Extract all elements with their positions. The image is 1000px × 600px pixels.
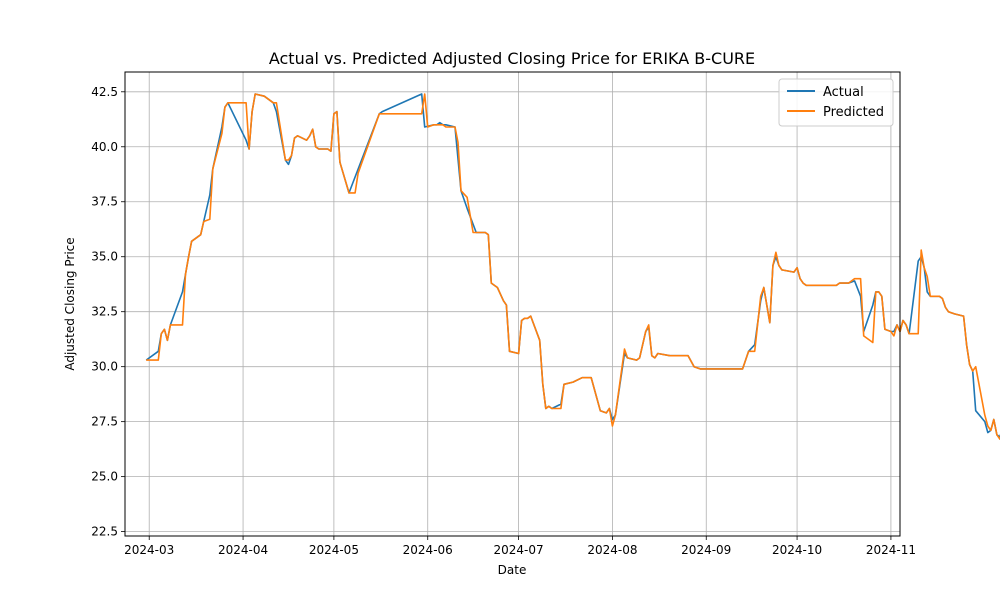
- series-line-predicted: [146, 93, 1000, 441]
- x-tick-label: 2024-04: [218, 543, 268, 557]
- series-layer: [145, 93, 1000, 441]
- y-tick-label: 25.0: [91, 470, 118, 484]
- y-tick-label: 35.0: [91, 250, 118, 264]
- y-axis-label: Adjusted Closing Price: [63, 237, 77, 370]
- legend: Actual Predicted: [778, 78, 894, 127]
- x-tick-label: 2024-07: [493, 543, 543, 557]
- y-tick-label: 22.5: [91, 525, 118, 539]
- x-tick-label: 2024-09: [681, 543, 731, 557]
- legend-label-actual: Actual: [823, 85, 864, 100]
- x-tick-label: 2024-06: [403, 543, 453, 557]
- x-tick-label: 2024-10: [772, 543, 822, 557]
- x-tick-label: 2024-08: [587, 543, 637, 557]
- y-axis: 22.5 25.0 27.5 30.0 32.5 35.0 37.5 40.0 42.5: [91, 85, 125, 539]
- y-tick-label: 27.5: [91, 415, 118, 429]
- legend-label-predicted: Predicted: [823, 105, 884, 120]
- x-tick-label: 2024-05: [309, 543, 359, 557]
- y-tick-label: 37.5: [91, 195, 118, 209]
- chart-title: Actual vs. Predicted Adjusted Closing Pr…: [269, 49, 755, 68]
- x-tick-label: 2024-03: [124, 543, 174, 557]
- x-axis: 2024-03 2024-04 2024-05 2024-06 2024-07 2024-…: [124, 536, 916, 557]
- y-tick-label: 40.0: [91, 140, 118, 154]
- y-tick-label: 30.0: [91, 360, 118, 374]
- y-tick-label: 32.5: [91, 305, 118, 319]
- x-tick-label: 2024-11: [866, 543, 916, 557]
- plot-frame: [124, 71, 901, 537]
- x-axis-label: Date: [498, 563, 527, 577]
- grid: [125, 72, 900, 536]
- y-tick-label: 42.5: [91, 85, 118, 99]
